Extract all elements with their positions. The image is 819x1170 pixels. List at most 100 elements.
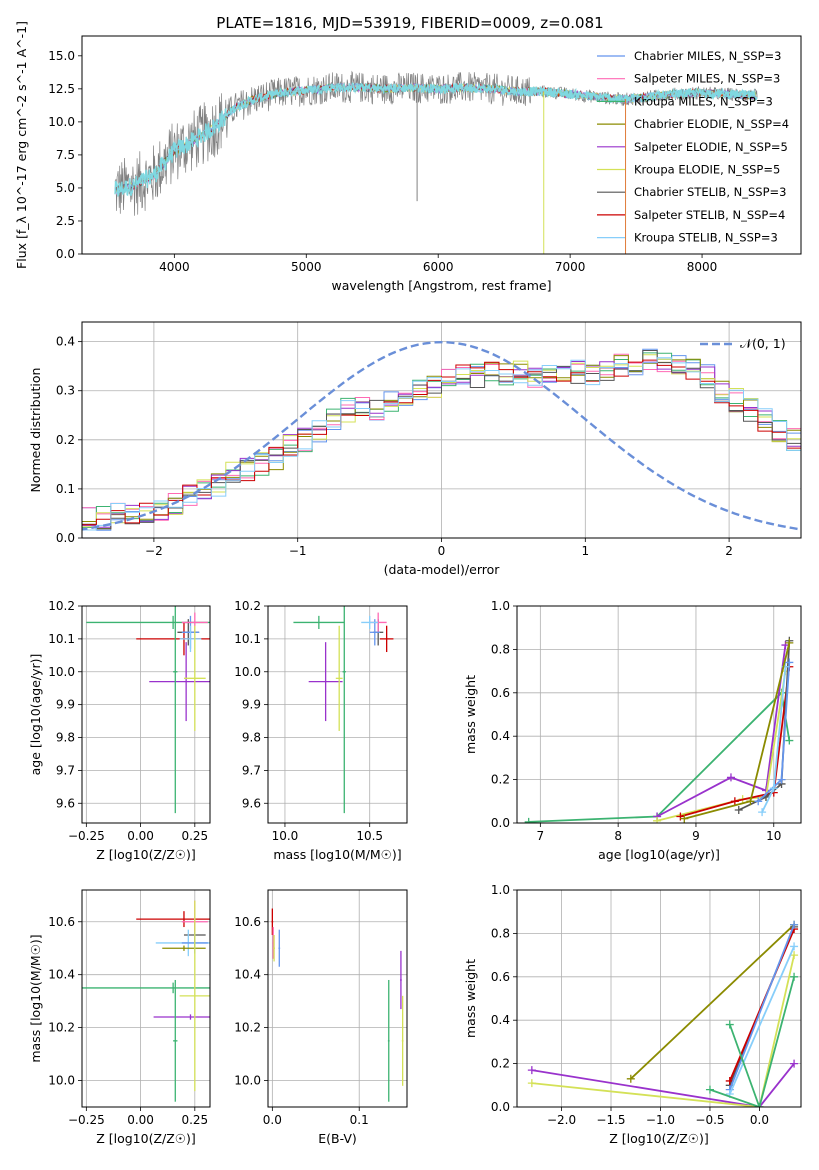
residual-histogram-ylabel: Normed distribution xyxy=(28,368,43,493)
weight-vs-z-marker xyxy=(755,1103,764,1107)
age-vs-z-ytick-label: 10.2 xyxy=(48,599,75,613)
age-vs-z-xtick-label: 0.25 xyxy=(181,829,208,843)
weight-vs-z-marker xyxy=(626,1074,635,1083)
weight-vs-age-series-2 xyxy=(656,670,787,822)
age-vs-z-xtick-label: −0.25 xyxy=(68,829,105,843)
legend-entry-5: Kroupa ELODIE, N_SSP=5 xyxy=(634,163,780,177)
weight-vs-age-xtick-label: 8 xyxy=(614,829,622,843)
normal-curve xyxy=(82,340,801,531)
weight-vs-z-marker xyxy=(527,1079,536,1088)
mass-vs-ebv-xlabel: E(B-V) xyxy=(318,1131,357,1146)
age-vs-mass-ytick-label: 9.7 xyxy=(242,763,261,777)
weight-vs-age-marker xyxy=(746,797,755,806)
weight-vs-age-marker xyxy=(769,784,778,793)
weight-vs-age-marker xyxy=(726,773,735,782)
mass-vs-ebv-xtick-label: 0.0 xyxy=(263,1113,282,1127)
weight-vs-age-plot-area xyxy=(524,636,794,823)
weight-vs-z-series-6 xyxy=(728,946,795,1095)
mass-vs-z-ytick-label: 10.4 xyxy=(48,968,75,982)
weight-vs-z-plot-area xyxy=(527,920,799,1107)
residual-histogram-ytick-label: 0.4 xyxy=(56,335,75,349)
residual-histogram-plot-area xyxy=(82,340,801,531)
mass-vs-ebv-frame xyxy=(267,889,408,1108)
weight-vs-age-marker xyxy=(734,805,743,814)
age-vs-z-ytick-label: 10.1 xyxy=(48,632,75,646)
age-vs-z-ylabel: age [log10(age/yr)] xyxy=(28,654,43,776)
age-vs-z-ytick-label: 9.9 xyxy=(56,698,75,712)
mass-vs-z-ytick-label: 10.2 xyxy=(48,1021,75,1035)
weight-vs-z-frame xyxy=(516,889,802,1108)
mass-vs-z-panel: −0.25 0.00 0.25 10.0 10.2 10.4 10.6 Z [log10(Z/… xyxy=(28,889,211,1146)
weight-vs-age-ytick-label: 0.8 xyxy=(491,642,510,656)
residual-histogram-xlabel: (data-model)/error xyxy=(384,562,501,577)
weight-vs-age-panel: 7 8 9 10 0.0 0.2 0.4 0.6 0.8 1.0 age [log10(age/yr… xyxy=(463,599,802,862)
mass-vs-ebv-panel: 0.0 0.1 10.0 10.2 10.4 10.6 E(B-V) xyxy=(234,889,408,1146)
spectrum-xtick-label: 5000 xyxy=(291,260,322,274)
legend-entry-1: Salpeter MILES, N_SSP=3 xyxy=(634,72,780,86)
mass-vs-ebv-ytick-label: 10.6 xyxy=(234,915,261,929)
weight-vs-z-panel: −2.0 −1.5 −1.0 −0.5 0.0 0.0 0.2 0.4 0.6 0.8 1.0 Z [… xyxy=(463,883,802,1146)
age-vs-z-plot-area xyxy=(86,606,210,814)
weight-vs-age-series-3 xyxy=(680,666,791,818)
histogram-step-8 xyxy=(82,357,801,531)
residual-histogram-xtick-label: 0 xyxy=(438,544,446,558)
weight-vs-age-marker xyxy=(785,658,794,667)
legend-entry-2: Kroupa MILES, N_SSP=3 xyxy=(634,94,773,108)
mass-vs-z-frame xyxy=(81,889,211,1108)
age-vs-mass-ytick-label: 9.8 xyxy=(242,731,261,745)
figure-title: PLATE=1816, MJD=53919, FIBERID=0009, z=0… xyxy=(216,14,603,32)
mass-vs-z-xtick-label: 0.00 xyxy=(127,1113,154,1127)
spectrum-panel: 4000 5000 6000 7000 8000 0.0 2.5 5.0 7.5 10.0 12.5… xyxy=(14,21,802,293)
weight-vs-z-series-7 xyxy=(728,976,795,1107)
age-vs-mass-ytick-label: 10.0 xyxy=(234,665,261,679)
spectrum-ytick-label: 10.0 xyxy=(48,115,75,129)
spectrum-frame xyxy=(81,35,802,255)
weight-vs-z-xtick-label: −1.0 xyxy=(646,1113,675,1127)
mass-vs-z-ylabel: mass [log10(M/M☉)] xyxy=(28,934,43,1062)
weight-vs-age-marker xyxy=(785,736,794,745)
mass-vs-ebv-ytick-label: 10.4 xyxy=(234,968,261,982)
age-vs-z-xlabel: Z [log10(Z/Z☉)] xyxy=(96,847,196,862)
histogram-legend-label: 𝒩(0, 1) xyxy=(740,336,786,351)
age-vs-z-ytick-label: 9.7 xyxy=(56,763,75,777)
mass-vs-z-xtick-label: 0.25 xyxy=(181,1113,208,1127)
age-vs-mass-xtick-label: 10.0 xyxy=(272,829,299,843)
age-vs-mass-plot-area xyxy=(293,606,394,814)
weight-vs-age-marker xyxy=(730,797,739,806)
age-vs-mass-ytick-label: 9.6 xyxy=(242,796,261,810)
weight-vs-z-marker xyxy=(705,1085,714,1094)
weight-vs-age-ytick-label: 0.0 xyxy=(491,816,510,830)
weight-vs-z-marker xyxy=(790,920,799,929)
age-vs-mass-ytick-label: 10.1 xyxy=(234,632,261,646)
residual-histogram-ytick-label: 0.2 xyxy=(56,433,75,447)
age-vs-z-frame xyxy=(81,605,211,824)
weight-vs-z-series-2 xyxy=(630,924,795,1080)
spectrum-xtick-label: 4000 xyxy=(159,260,190,274)
legend-entry-4: Salpeter ELODIE, N_SSP=5 xyxy=(634,140,788,154)
age-vs-mass-ytick-label: 10.2 xyxy=(234,599,261,613)
weight-vs-z-ytick-label: 1.0 xyxy=(491,883,510,897)
weight-vs-age-xtick-label: 9 xyxy=(692,829,700,843)
legend-entry-6: Chabrier STELIB, N_SSP=3 xyxy=(634,185,786,199)
mass-vs-z-xtick-label: −0.25 xyxy=(68,1113,105,1127)
residual-histogram-xtick-label: 1 xyxy=(581,544,589,558)
spectrum-plot-area xyxy=(114,70,758,254)
legend-entry-7: Salpeter STELIB, N_SSP=4 xyxy=(634,208,785,222)
spectrum-xtick-label: 6000 xyxy=(423,260,454,274)
mass-vs-z-ytick-label: 10.0 xyxy=(48,1074,75,1088)
residual-histogram-panel: −2 −1 0 1 2 0.0 0.1 0.2 0.3 0.4 (data-model)/error… xyxy=(28,321,802,577)
histogram-step-2 xyxy=(82,352,801,528)
weight-vs-z-series-8 xyxy=(709,1088,760,1107)
weight-vs-z-marker xyxy=(725,1020,734,1029)
residual-histogram-frame xyxy=(81,321,802,539)
weight-vs-age-ytick-label: 0.6 xyxy=(491,686,510,700)
spectrum-xtick-label: 7000 xyxy=(555,260,586,274)
weight-vs-z-xtick-label: −2.0 xyxy=(547,1113,576,1127)
age-vs-mass-xlabel: mass [log10(M/M☉)] xyxy=(273,847,401,862)
age-vs-mass-panel: 10.0 10.5 9.6 9.7 9.8 9.9 10.0 10.1 10.2 mass [lo… xyxy=(234,599,408,862)
residual-histogram-ytick-label: 0.3 xyxy=(56,384,75,398)
weight-vs-age-marker xyxy=(754,797,763,806)
weight-vs-z-series-0 xyxy=(531,1063,795,1107)
spectrum-ytick-label: 5.0 xyxy=(56,181,75,195)
weight-vs-z-marker xyxy=(790,942,799,951)
